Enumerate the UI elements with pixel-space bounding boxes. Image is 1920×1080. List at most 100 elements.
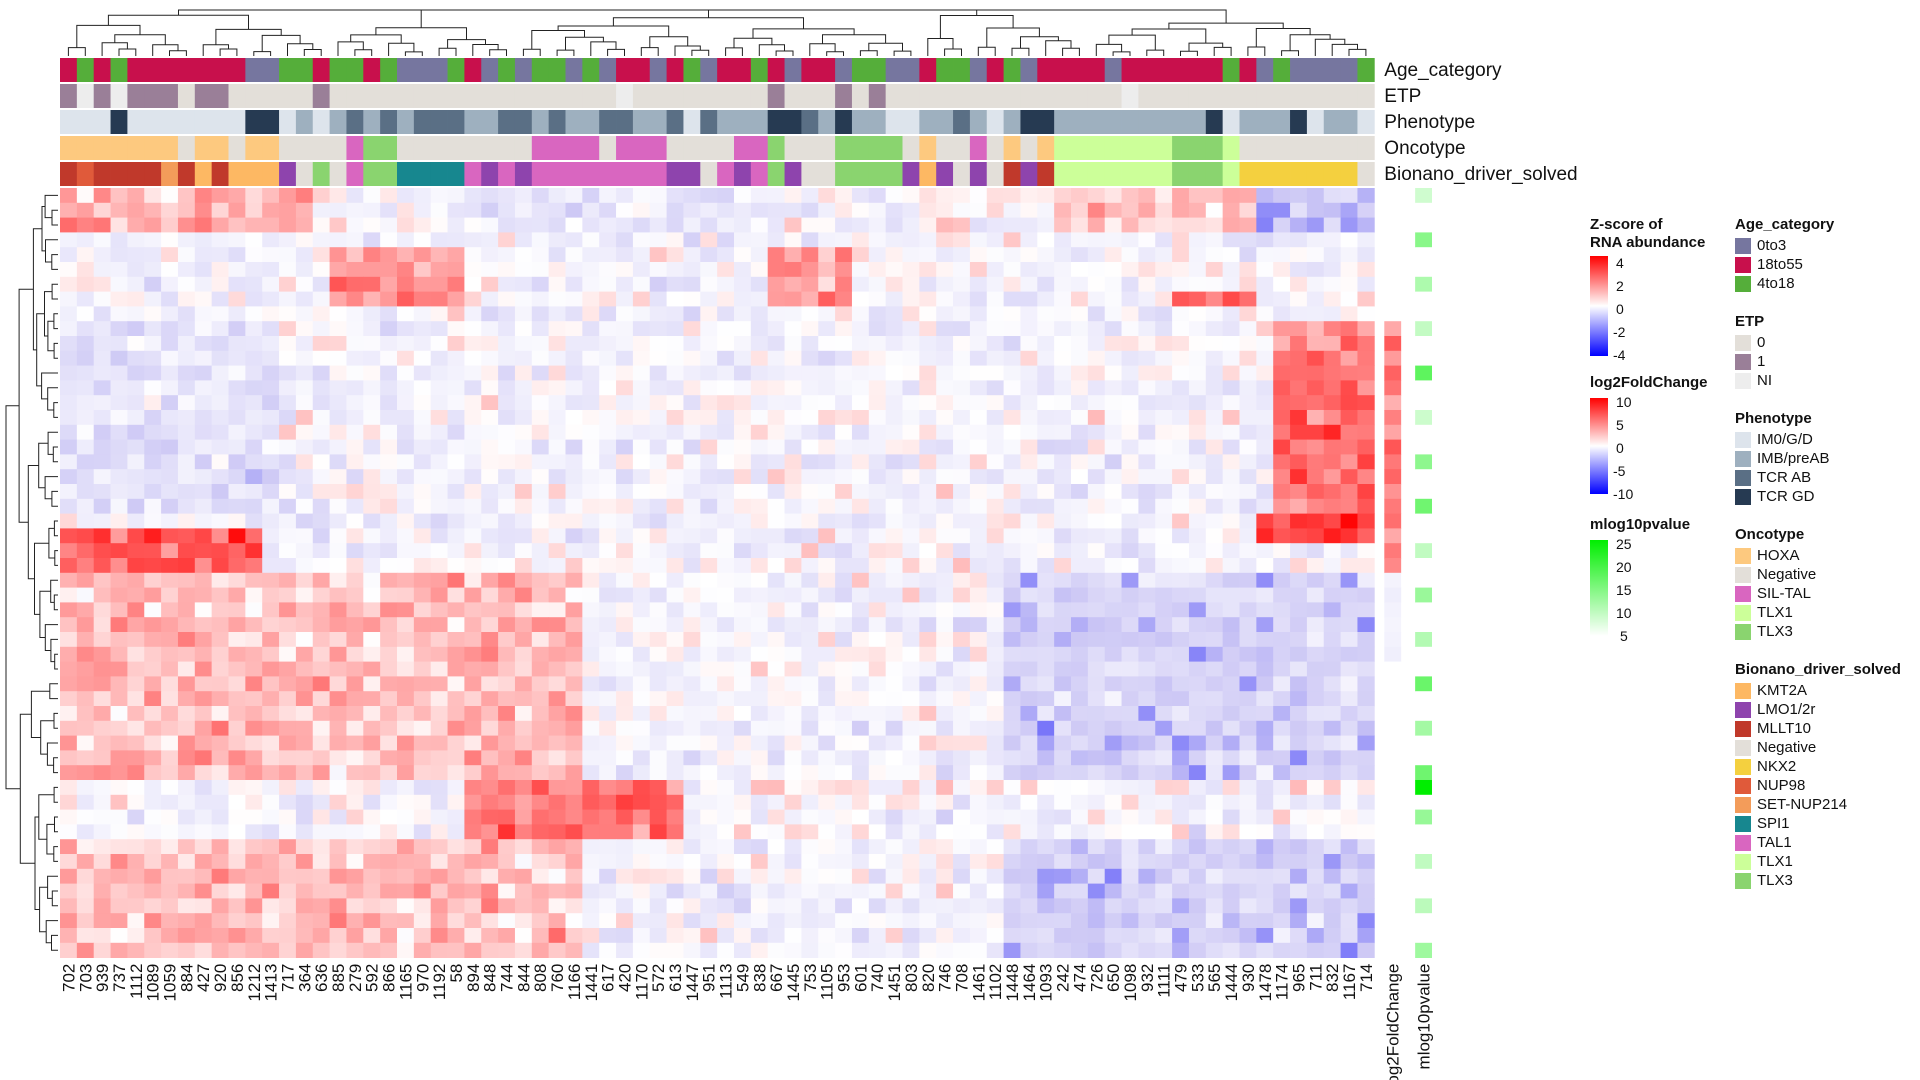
heatmap-cell (851, 217, 870, 233)
heatmap-cell (835, 617, 853, 633)
heatmap-cell (1121, 765, 1139, 781)
heatmap-cell (666, 691, 684, 707)
heatmap-cell (986, 942, 1004, 958)
heatmap-cell (868, 928, 887, 944)
heatmap-cell (464, 350, 482, 366)
annotation-cell-age_category (1138, 58, 1156, 82)
dendrogram-branch (54, 550, 58, 566)
annotation-cell-etp (76, 84, 95, 108)
heatmap-cell (700, 632, 718, 648)
heatmap-cell (60, 868, 78, 884)
heatmap-cell (936, 469, 954, 485)
heatmap-cell (599, 202, 617, 218)
annotation-cell-phenotype (851, 110, 870, 134)
heatmap-cell (346, 928, 364, 944)
heatmap-cell (295, 928, 314, 944)
heatmap-cell (1003, 188, 1021, 204)
heatmap-cell (666, 839, 684, 855)
heatmap-cell (1155, 410, 1173, 426)
heatmap-cell (397, 706, 415, 722)
heatmap-cell (548, 839, 566, 855)
legend-item-label: TLX1 (1757, 604, 1793, 621)
heatmap-cell (1273, 439, 1291, 455)
heatmap-cell (700, 928, 718, 944)
dendrogram-branch (758, 44, 785, 56)
annotation-cell-age_category (177, 58, 196, 82)
heatmap-cell (1256, 824, 1274, 840)
column-label: 1447 (683, 964, 702, 1002)
heatmap-cell (818, 942, 836, 958)
heatmap-cell (93, 336, 111, 352)
heatmap-cell (767, 794, 785, 810)
heatmap-cell (413, 543, 432, 559)
heatmap-cell (1222, 498, 1240, 514)
heatmap-cell (161, 232, 179, 248)
annotation-cell-age_category (1054, 58, 1072, 82)
annotation-cell-etp (632, 84, 651, 108)
column-label: 885 (329, 964, 348, 992)
heatmap-cell (110, 646, 128, 662)
heatmap-cell (194, 883, 213, 899)
heatmap-cell (1121, 868, 1139, 884)
heatmap-cell (1003, 572, 1021, 588)
heatmap-cell (632, 350, 651, 366)
heatmap-cell (700, 232, 718, 248)
heatmap-cell (565, 424, 583, 440)
heatmap-cell (464, 883, 482, 899)
heatmap-cell (194, 306, 213, 322)
heatmap-cell (60, 824, 78, 840)
heatmap-cell (750, 691, 769, 707)
heatmap-cell (262, 336, 280, 352)
heatmap-cell (1003, 498, 1021, 514)
heatmap-cell (413, 883, 432, 899)
heatmap-cell (295, 780, 314, 796)
heatmap-cell (430, 765, 448, 781)
heatmap-cell (1071, 558, 1089, 574)
heatmap-cell (818, 558, 836, 574)
annotation-cell-etp (279, 84, 297, 108)
annotation-cell-etp (767, 84, 785, 108)
heatmap-cell (329, 202, 347, 218)
heatmap-cell (514, 572, 533, 588)
heatmap-cell (211, 188, 229, 204)
heatmap-cell (902, 809, 920, 825)
annotation-cell-bionano_driver_solved (868, 162, 887, 186)
heatmap-cell (717, 646, 735, 662)
heatmap-cell (228, 942, 246, 958)
heatmap-cell (397, 424, 415, 440)
heatmap-cell (1290, 794, 1308, 810)
heatmap-cell (632, 942, 651, 958)
heatmap-cell (1121, 262, 1139, 278)
heatmap-cell (1340, 691, 1358, 707)
heatmap-cell (1020, 898, 1038, 914)
heatmap-cell (734, 350, 752, 366)
heatmap-cell (110, 306, 128, 322)
heatmap-cell (1138, 942, 1156, 958)
heatmap-cell (346, 839, 364, 855)
annotation-cell-phenotype (110, 110, 128, 134)
heatmap-cell (582, 217, 600, 233)
annotation-cell-bionano_driver_solved (110, 162, 128, 186)
heatmap-cell (548, 617, 566, 633)
heatmap-cell (514, 217, 533, 233)
heatmap-cell (228, 202, 246, 218)
heatmap-cell (616, 188, 634, 204)
heatmap-cell (1340, 543, 1358, 559)
heatmap-cell (144, 350, 162, 366)
heatmap-cell (380, 617, 398, 633)
heatmap-cell (919, 439, 937, 455)
heatmap-cell (295, 558, 314, 574)
heatmap-cell (632, 646, 651, 662)
annotation-cell-oncotype (262, 136, 280, 160)
legend-swatch (1735, 873, 1751, 889)
heatmap-cell (127, 928, 145, 944)
heatmap-cell (413, 676, 432, 692)
heatmap-cell (683, 913, 701, 929)
heatmap-cell (1306, 780, 1325, 796)
heatmap-cell (531, 247, 550, 263)
heatmap-cell (818, 247, 836, 263)
heatmap-cell (60, 809, 78, 825)
heatmap-cell (835, 247, 853, 263)
heatmap-cell (295, 898, 314, 914)
